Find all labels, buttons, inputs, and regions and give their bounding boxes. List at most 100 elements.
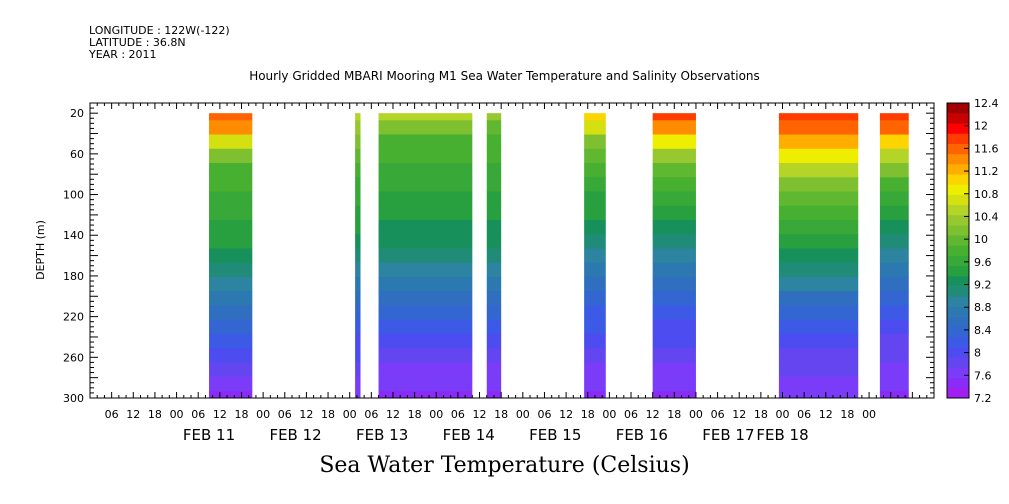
colorbar-label: 9.2 [974,279,992,292]
chart-caption: Sea Water Temperature (Celsius) [319,453,690,478]
heatmap-cell [584,390,606,399]
x-tick-label: 06 [105,408,119,421]
heatmap-cell [209,219,253,235]
heatmap-cell [486,291,502,306]
x-tick-label: 12 [646,408,660,421]
heatmap-cell [584,362,606,378]
x-day-label: FEB 17 [702,426,754,444]
heatmap-cell [355,319,361,335]
x-tick-label: 06 [797,408,811,421]
heatmap-cell [778,305,859,321]
colorbar-swatch [947,153,969,165]
heatmap-cell [778,113,859,121]
x-tick-label: 06 [537,408,551,421]
heatmap-cell [486,319,502,335]
heatmap-cell [378,177,473,192]
heatmap-cell [879,113,909,121]
colorbar-swatch [947,174,969,185]
heatmap-cell [209,234,253,249]
heatmap-cell [486,390,502,399]
x-tick-label: 12 [473,408,487,421]
x-tick-label: 00 [689,408,703,421]
heatmap-cell [355,276,361,292]
heatmap-cell [778,234,859,249]
heatmap-cell [486,276,502,292]
heatmap-cell [209,248,253,264]
heatmap-cell [486,376,502,392]
heatmap-cell [778,248,859,264]
heatmap-cell [209,148,253,164]
heatmap-cell [652,113,696,121]
x-tick-label: 00 [170,408,184,421]
y-tick-label: 180 [63,270,84,283]
heatmap-cell [209,205,253,221]
heatmap-cell [778,177,859,192]
heatmap-cell [652,134,696,150]
colorbar-swatch [947,194,969,206]
heatmap-cell [778,191,859,207]
heatmap-cell [879,362,909,378]
x-tick-label: 12 [819,408,833,421]
heatmap-cell [378,148,473,164]
heatmap-cell [355,120,361,136]
heatmap-cell [778,148,859,164]
heatmap-cell [584,333,606,349]
x-day-label: FEB 13 [356,426,408,444]
colorbar-swatch [947,316,969,328]
heatmap-cell [879,390,909,399]
heatmap-cell [584,148,606,164]
heatmap-cell [778,276,859,292]
heatmap-cell [652,262,696,278]
heatmap-cell [378,205,473,221]
x-tick-label: 00 [862,408,876,421]
heatmap-cell [378,333,473,349]
heatmap-cell [584,276,606,292]
heatmap-cell [486,120,502,136]
x-tick-label: 00 [776,408,790,421]
x-tick-label: 18 [408,408,422,421]
heatmap-cell [209,191,253,207]
heatmap-cell [879,219,909,235]
heatmap-cell [486,362,502,378]
heatmap-cell [584,163,606,178]
heatmap-cell [378,348,473,363]
heatmap-cell [652,276,696,292]
heatmap-cell [209,291,253,306]
heatmap-cell [652,163,696,178]
colorbar-swatch [947,255,969,267]
heatmap-cell [378,191,473,207]
heatmap-cell [778,390,859,399]
y-tick-label: 260 [63,351,84,364]
heatmap-cell [378,134,473,150]
heatmap-cell [652,319,696,335]
x-day-label: FEB 18 [756,426,808,444]
heatmap-cell [652,219,696,235]
heatmap-cell [584,291,606,306]
heatmap-cell [378,319,473,335]
heatmap-cell [355,191,361,207]
x-tick-label: 18 [148,408,162,421]
heatmap-cell [209,163,253,178]
heatmap-cell [355,113,361,121]
colorbar-label: 10.4 [974,210,999,223]
heatmap-cell [486,305,502,321]
colorbar-swatch [947,184,969,195]
year-label: YEAR : 2011 [89,48,157,61]
x-day-label: FEB 15 [529,426,581,444]
heatmap-cell [486,333,502,349]
heatmap-cell [378,390,473,399]
longitude-label: LONGITUDE : 122W(-122) [89,24,230,37]
heatmap-cell [584,319,606,335]
heatmap-cell [355,291,361,306]
x-tick-label: 06 [364,408,378,421]
colorbar-label: 12.4 [974,97,999,110]
heatmap-cell [209,134,253,150]
heatmap-cell [355,305,361,321]
heatmap-cell [355,390,361,399]
colorbar-label: 12 [974,120,988,133]
heatmap-cell [652,191,696,207]
heatmap-cell [652,248,696,264]
heatmap-cell [378,163,473,178]
heatmap-cell [209,390,253,399]
heatmap-cell [355,177,361,192]
